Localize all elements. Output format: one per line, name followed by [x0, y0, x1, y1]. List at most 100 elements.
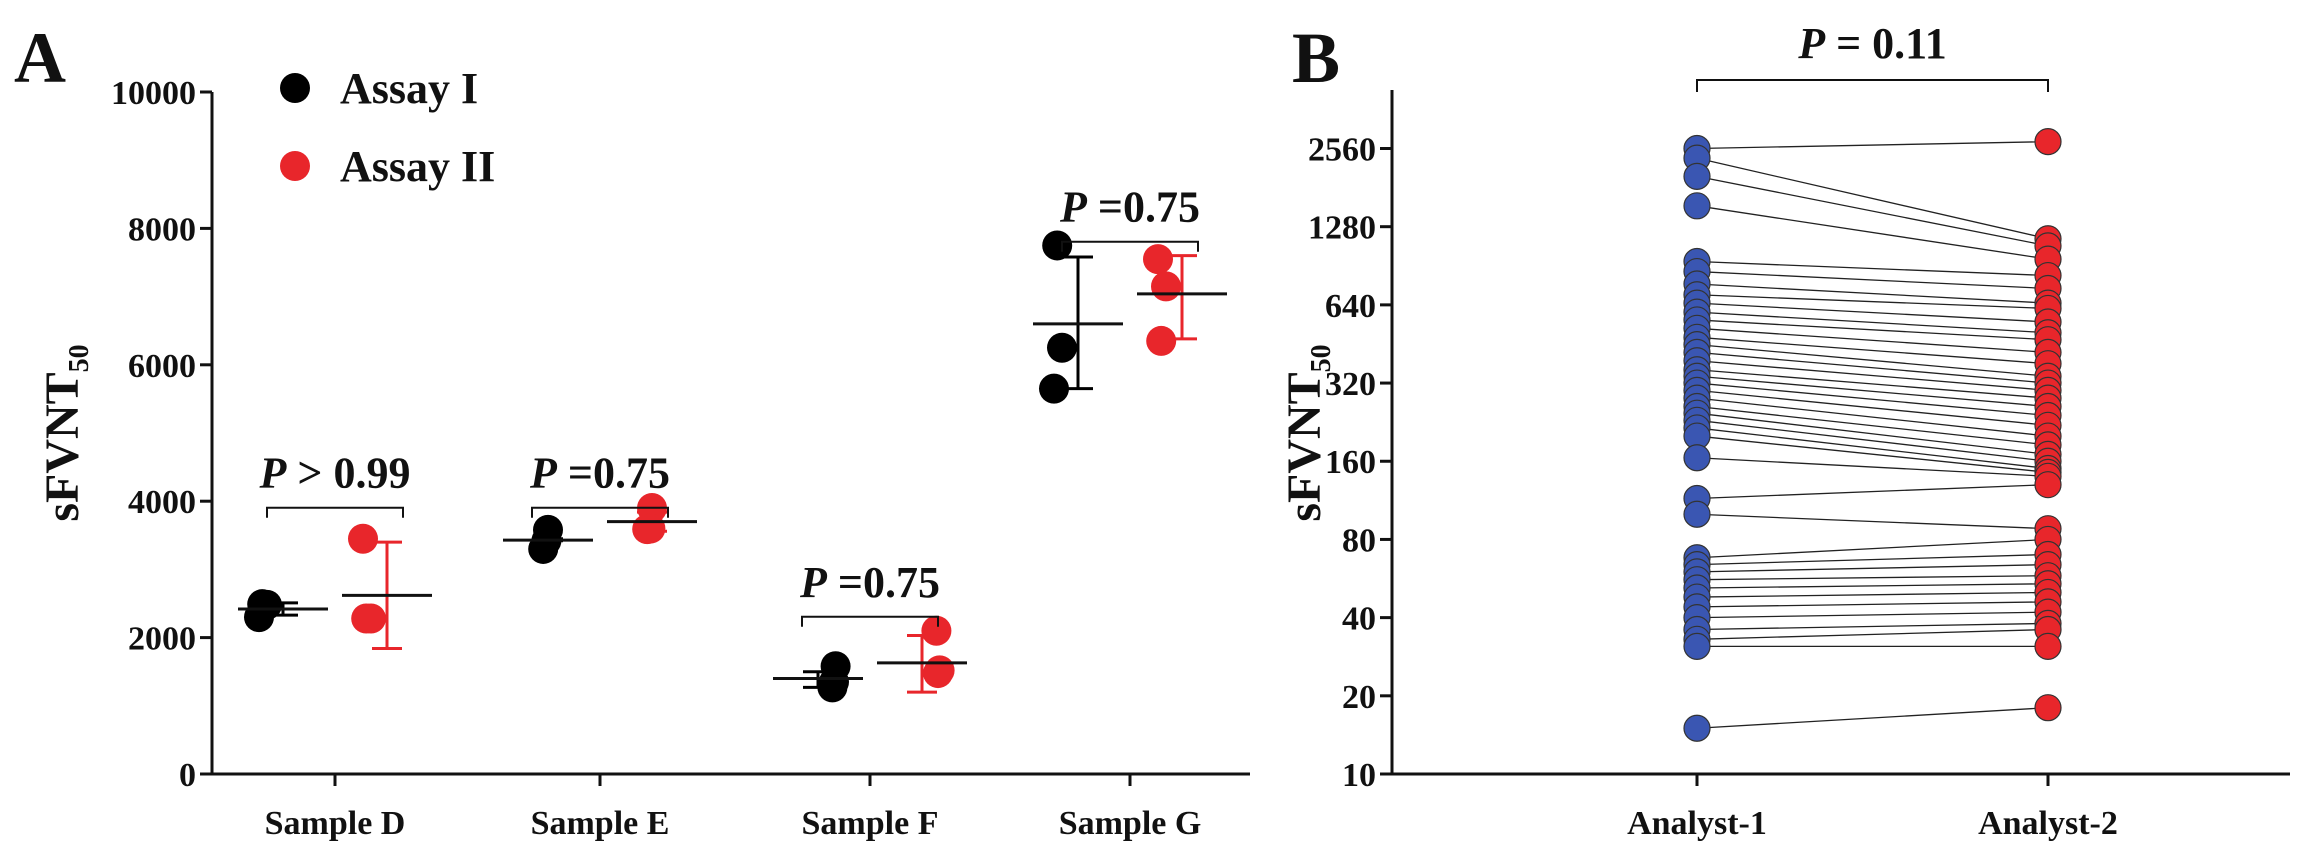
data-point: [1146, 325, 1177, 356]
pair-line: [1696, 563, 2049, 573]
comparison-bracket: [1061, 240, 1199, 252]
legend-label: Assay I: [340, 64, 478, 113]
p-value-label: P =0.75: [1059, 183, 1200, 232]
pair-line: [1696, 583, 2049, 589]
pair-line: [1696, 270, 2049, 290]
y-tick-label: 1280: [1308, 210, 1376, 247]
legend-label: Assay II: [340, 142, 495, 191]
data-point: [1151, 271, 1181, 302]
pair-line: [1696, 360, 2049, 391]
pair-line: [1696, 141, 2049, 150]
analyst-2-point: [2034, 471, 2062, 499]
y-tick-label: 80: [1342, 522, 1376, 559]
analyst-1-point: [1683, 444, 1711, 472]
pair-line: [1696, 175, 2049, 247]
pair-line: [1696, 343, 2049, 377]
y-tick-label: 8000: [128, 211, 196, 248]
pair-line: [1696, 205, 2049, 260]
pair-line: [1696, 294, 2049, 310]
pair-line: [1696, 369, 2049, 399]
panel-b: B 10 20 40 80 160 320 640 1280 2560 sFVNT50 Analyst…: [1278, 18, 2290, 842]
y-tick-label: 160: [1325, 444, 1376, 481]
p-value-label: P = 0.11: [1797, 19, 1947, 68]
data-point: [348, 523, 378, 554]
y-tick-label: 10000: [111, 75, 196, 112]
data-point: [1042, 230, 1073, 261]
p-value-label: P =0.75: [799, 558, 940, 607]
pair-line: [1696, 327, 2049, 354]
panel-a-label: A: [14, 18, 66, 98]
comparison-bracket: [531, 506, 669, 518]
pair-line: [1696, 611, 2049, 619]
data-point: [1039, 373, 1069, 404]
pair-line: [1696, 628, 2049, 640]
pair-line: [1696, 538, 2049, 559]
y-tick-label: 4000: [128, 484, 196, 521]
y-tick-label: 320: [1325, 366, 1376, 403]
pair-line: [1696, 311, 2049, 334]
pair-line: [1696, 260, 2049, 277]
pair-line: [1696, 302, 2049, 323]
data-point: [819, 666, 849, 697]
analyst-2-point: [2034, 694, 2062, 722]
comparison-bracket: [801, 615, 939, 627]
x-tick-label: Analyst-2: [1978, 805, 2118, 842]
legend-marker: [280, 73, 310, 103]
analyst-1-point: [1683, 632, 1711, 660]
x-tick-label: Sample G: [1059, 805, 1202, 842]
panel-a: A 0 2000 4000 6000 8000 10000 sFVNT50 Sample D Sa…: [14, 18, 1250, 842]
pair-line: [1696, 484, 2049, 500]
panel-b-label: B: [1292, 18, 1340, 98]
comparison-bracket: [1696, 79, 2049, 92]
y-tick-label: 10: [1342, 757, 1376, 794]
data-point: [921, 615, 952, 646]
pair-line: [1696, 591, 2049, 598]
analyst-1-point: [1683, 162, 1711, 190]
data-point: [1047, 332, 1077, 363]
pair-line: [1696, 336, 2049, 365]
y-tick-label: 6000: [128, 348, 196, 385]
pair-line: [1696, 319, 2049, 341]
pair-line: [1696, 157, 2049, 240]
pair-line: [1696, 601, 2049, 608]
pair-line: [1696, 382, 2049, 417]
pair-line: [1696, 389, 2049, 426]
x-tick-label: Sample E: [531, 805, 670, 842]
pair-line: [1696, 435, 2049, 474]
y-tick-label: 640: [1325, 288, 1376, 325]
pair-line: [1696, 622, 2049, 631]
pair-line: [1696, 575, 2049, 581]
analyst-1-point: [1683, 714, 1711, 742]
pair-line: [1696, 553, 2049, 566]
y-axis-label: sFVNT50: [1278, 344, 1337, 521]
pair-line: [1696, 513, 2049, 530]
y-axis-label: sFVNT50: [36, 344, 95, 521]
pair-line: [1696, 397, 2049, 437]
y-tick-label: 2000: [128, 621, 196, 658]
legend-marker: [280, 151, 310, 181]
x-tick-label: Sample F: [802, 805, 939, 842]
pair-line: [1696, 412, 2049, 456]
pair-line: [1696, 351, 2049, 384]
data-point: [351, 603, 382, 634]
y-tick-label: 20: [1342, 679, 1376, 716]
p-value-label: P =0.75: [529, 449, 670, 498]
comparison-bracket: [266, 506, 404, 518]
analyst-2-point: [2034, 632, 2062, 660]
data-point: [247, 589, 278, 620]
pair-line: [1696, 419, 2049, 462]
pair-line: [1696, 707, 2049, 729]
pair-line: [1696, 427, 2049, 470]
y-tick-label: 0: [179, 757, 196, 794]
pair-line: [1696, 405, 2049, 446]
pair-line: [1696, 457, 2049, 477]
analyst-1-point: [1683, 500, 1711, 528]
y-tick-label: 2560: [1308, 131, 1376, 168]
pair-line: [1696, 375, 2049, 408]
x-tick-label: Analyst-1: [1627, 805, 1767, 842]
data-point: [1143, 244, 1173, 275]
analyst-1-point: [1683, 192, 1711, 220]
p-value-label: P > 0.99: [259, 449, 411, 498]
data-point: [635, 513, 666, 544]
